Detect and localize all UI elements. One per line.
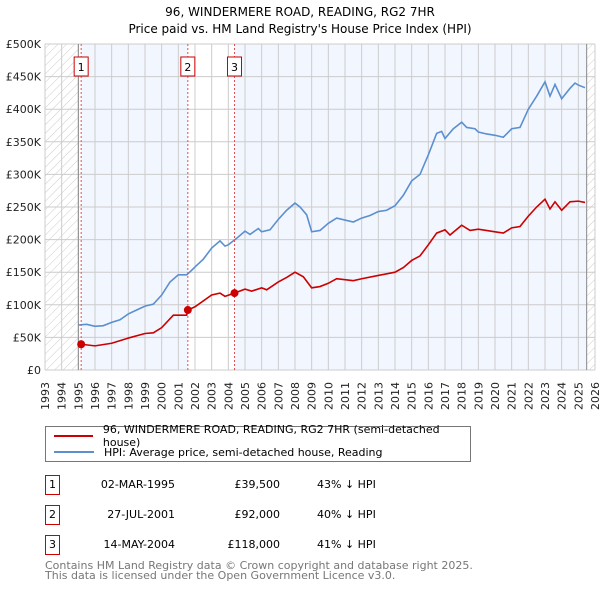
legend-label: HPI: Average price, semi-detached house,… (104, 445, 383, 459)
x-tick-label: 2006 (256, 382, 269, 410)
y-tick-label: £0 (27, 364, 41, 377)
sale-marker-label: 3 (231, 61, 238, 74)
x-tick-label: 2016 (422, 382, 435, 410)
sale-date: 14-MAY-2004 (103, 538, 175, 551)
sale-marker-box (180, 56, 196, 77)
x-tick-label: 2007 (272, 382, 285, 410)
x-tick-label: 1995 (72, 382, 85, 410)
sale-row: 3 14-MAY-2004 £118,000 41% ↓ HPI (45, 535, 465, 555)
x-tick-label: 2004 (222, 382, 235, 410)
sale-number: 3 (45, 535, 60, 555)
sale-row: 1 02-MAR-1995 £39,500 43% ↓ HPI (45, 475, 465, 495)
sale-number: 2 (45, 505, 60, 525)
x-tick-label: 2005 (239, 382, 252, 410)
legend-blue-line (54, 451, 94, 453)
x-tick-label: 1998 (122, 382, 135, 410)
legend: 96, WINDERMERE ROAD, READING, RG2 7HR (s… (45, 423, 471, 462)
sale-date: 27-JUL-2001 (107, 508, 175, 521)
x-tick-label: 2012 (356, 382, 369, 410)
sale-point (77, 340, 86, 349)
sale-hpi-diff: 40% ↓ HPI (317, 508, 376, 521)
chart-title: 96, WINDERMERE ROAD, READING, RG2 7HR (165, 5, 435, 19)
y-tick-label: £250K (6, 201, 42, 214)
sale-point (183, 306, 192, 315)
legend-label: 96, WINDERMERE ROAD, READING, RG2 7HR (s… (102, 423, 440, 449)
footer: Contains HM Land Registry data © Crown c… (45, 559, 473, 582)
y-tick-label: £350K (6, 136, 42, 149)
x-tick-label: 2020 (489, 382, 502, 410)
y-tick-label: £300K (6, 168, 42, 181)
y-tick-label: £450K (6, 71, 42, 84)
sale-price: £118,000 (227, 538, 281, 551)
x-tick-label: 2021 (506, 382, 519, 410)
x-tick-label: 2017 (439, 382, 452, 410)
legend-red-line (54, 435, 93, 437)
x-tick-label: 2018 (456, 382, 469, 410)
sale-hpi-diff: 41% ↓ HPI (317, 538, 376, 551)
y-tick-label: £200K (6, 234, 42, 247)
x-tick-label: 2013 (372, 382, 385, 410)
x-tick-label: 2010 (322, 382, 335, 410)
x-tick-label: 2019 (472, 382, 485, 410)
x-tick-label: 2026 (589, 382, 600, 410)
x-tick-label: 1994 (56, 382, 69, 410)
sale-number: 1 (45, 475, 60, 495)
sale-row: 2 27-JUL-2001 £92,000 40% ↓ HPI (45, 505, 465, 525)
x-tick-label: 2011 (339, 382, 352, 410)
x-tick-label: 2000 (156, 382, 169, 410)
x-tick-label: 2022 (522, 382, 535, 410)
legend-item-property: 96, WINDERMERE ROAD, READING, RG2 7HR (s… (54, 423, 470, 449)
sale-price: £39,500 (234, 478, 281, 491)
x-tick-label: 2003 (206, 382, 219, 410)
x-tick-label: 2025 (572, 382, 585, 410)
price-chart: 96, WINDERMERE ROAD, READING, RG2 7HR Pr… (6, 5, 600, 410)
x-tick-label: 1996 (89, 382, 102, 410)
sale-marker-box (73, 56, 89, 77)
x-tick-label: 2015 (406, 382, 419, 410)
sale-marker-box (227, 56, 242, 77)
x-tick-label: 2024 (556, 382, 569, 410)
series-line (78, 79, 586, 328)
x-tick-label: 2002 (189, 382, 202, 410)
y-tick-label: £400K (6, 103, 42, 116)
x-tick-label: 2023 (539, 382, 552, 410)
footer-licence: This data is licensed under the Open Gov… (45, 569, 396, 582)
y-tick-label: £50K (13, 331, 42, 344)
chart-subtitle: Price paid vs. HM Land Registry's House … (128, 22, 471, 36)
legend-item-hpi: HPI: Average price, semi-detached house,… (54, 444, 383, 460)
x-tick-label: 2009 (306, 382, 319, 410)
sale-hpi-diff: 43% ↓ HPI (317, 478, 376, 491)
sale-date: 02-MAR-1995 (100, 478, 175, 491)
y-tick-label: £100K (6, 299, 42, 312)
x-tick-label: 2014 (389, 382, 402, 410)
x-tick-label: 2001 (172, 382, 185, 410)
footer-copyright: Contains HM Land Registry data © Crown c… (45, 559, 473, 572)
sale-marker-label: 1 (78, 61, 85, 74)
y-tick-label: £500K (6, 38, 42, 51)
sale-marker-label: 2 (184, 61, 191, 74)
x-tick-label: 1997 (106, 382, 119, 410)
y-tick-label: £150K (6, 266, 42, 279)
x-tick-label: 1993 (39, 382, 52, 410)
x-tick-label: 1999 (139, 382, 152, 410)
sale-point (230, 289, 239, 298)
sale-price: £92,000 (234, 508, 281, 521)
x-tick-label: 2008 (289, 382, 302, 410)
